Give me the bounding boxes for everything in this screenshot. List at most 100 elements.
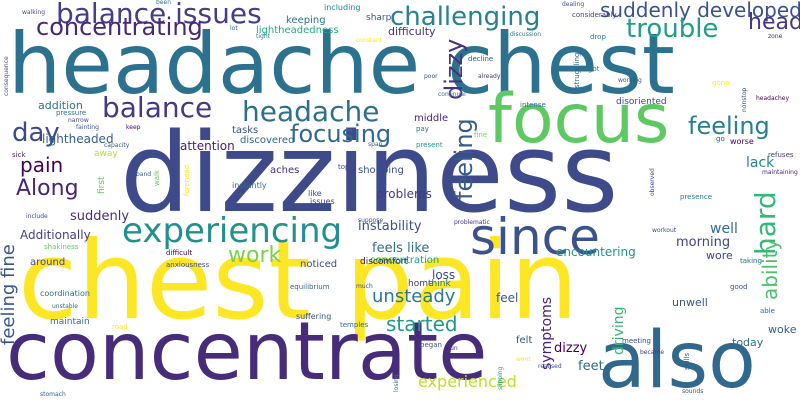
word-lightheadedness: lightheadedness <box>256 25 339 36</box>
word-dizziness: dizziness <box>120 109 619 237</box>
word-include: include <box>26 213 48 220</box>
word-slipping-vertical: slipping <box>497 366 504 390</box>
word-including: including <box>324 3 361 12</box>
word-discussion: discussion <box>510 31 542 38</box>
word-nonstop-vertical: nonstop <box>741 87 748 112</box>
word-fun: fun <box>448 345 458 352</box>
word-balance-issues: balance issues <box>56 0 262 30</box>
word-instability: instability <box>358 219 422 234</box>
word-walk-vertical: walk <box>153 169 161 186</box>
word-decline: decline <box>468 55 494 63</box>
word-ability-vertical: ability <box>758 238 782 300</box>
word-forehead-vertical: forehead <box>183 164 191 196</box>
word-addition: addition <box>38 99 83 112</box>
word-suddenly-developed: suddenly developed <box>600 0 800 22</box>
word-fine: fine <box>474 131 488 139</box>
word-around: around <box>30 257 66 268</box>
word-morning: morning <box>676 235 731 250</box>
word-headachey: headachey <box>756 95 789 102</box>
word-pay: pay <box>416 125 429 133</box>
word-road: road <box>112 323 128 331</box>
word-shakiness: shakiness <box>44 243 79 251</box>
word-issues: issues <box>310 197 335 206</box>
word-sounds: sounds <box>682 388 704 395</box>
word-band: band <box>136 171 152 178</box>
word-symptoms-vertical: symptoms <box>539 296 555 370</box>
word-presence: presence <box>680 193 713 201</box>
word-already: already <box>478 73 501 80</box>
word-struggling-vertical: struggling <box>573 52 581 88</box>
word-became: became <box>640 349 665 356</box>
word-coordination: coordination <box>40 289 90 298</box>
word-shopping: shopping <box>358 165 404 176</box>
word-intense: intense <box>520 101 546 109</box>
word-problematic: problematic <box>454 219 490 226</box>
word-equilibrium: equilibrium <box>290 283 330 291</box>
word-woke: woke <box>768 323 797 336</box>
word-temples: temples <box>340 321 369 329</box>
word-meeting: meeting <box>622 337 652 345</box>
word-capacity: capacity <box>104 142 130 149</box>
word-wore: wore <box>706 249 733 262</box>
word-difficult: difficult <box>166 249 193 257</box>
word-dizzy-small: dizzy <box>554 341 588 356</box>
word-unwell: unwell <box>672 296 708 309</box>
word-feet: feet <box>578 359 604 374</box>
word-went: went <box>516 356 531 363</box>
word-span: span <box>368 141 383 148</box>
word-disoriented: disoriented <box>616 97 667 107</box>
word-feeling-right: feeling <box>688 112 770 140</box>
word-experienced: experienced <box>418 372 517 391</box>
word-lack: lack <box>746 155 775 171</box>
word-worse: worse <box>730 137 754 146</box>
word-keeping: keeping <box>286 15 326 26</box>
word-feeling-fine-vertical: feeling fine <box>0 244 19 345</box>
word-maintain: maintain <box>50 317 90 327</box>
word-along: Along <box>16 176 79 201</box>
word-taking: taking <box>740 257 762 265</box>
word-away: away <box>94 149 118 159</box>
word-much: much <box>356 283 373 290</box>
word-focusing: focusing <box>290 120 392 148</box>
word-discomfort: discomfort <box>360 257 409 267</box>
word-balance: balance <box>102 91 213 124</box>
word-started: started <box>386 312 458 336</box>
word-drop: drop <box>590 33 606 41</box>
word-poor: poor <box>424 73 438 80</box>
word-sharp: sharp <box>366 13 392 23</box>
word-suddenly-left: suddenly <box>70 209 130 224</box>
word-lot: lot <box>230 25 238 32</box>
word-lightheaded: lightheaded <box>42 132 114 146</box>
word-trouble: trouble <box>626 14 719 44</box>
word-loss: loss <box>432 268 456 282</box>
word-suppose: suppose <box>358 217 384 224</box>
word-feels-like: feels like <box>372 241 430 256</box>
word-refuses: refuses <box>768 151 794 159</box>
word-difficulty: difficulty <box>388 25 436 38</box>
word-zone: zone <box>768 33 783 40</box>
word-maintaining: maintaining <box>762 169 798 176</box>
word-present: present <box>416 141 443 149</box>
word-felt: felt <box>516 335 533 346</box>
word-instantly: instantly <box>232 181 267 190</box>
word-unstable: unstable <box>52 303 78 310</box>
word-keep: keep <box>126 124 141 131</box>
word-noticed: noticed <box>300 259 338 270</box>
word-working: working <box>618 77 642 84</box>
word-encountering: encountering <box>556 245 636 259</box>
word-good: good <box>730 283 748 291</box>
word-continual: continual <box>438 91 466 98</box>
word-aches: aches <box>270 165 300 176</box>
word-consequence-vertical: consequence <box>3 56 10 96</box>
word-topic: topic <box>338 163 356 171</box>
word-day: day <box>12 118 60 148</box>
word-today: today <box>732 336 764 349</box>
word-observed-vertical: observed <box>649 168 656 196</box>
word-able: able <box>760 307 775 315</box>
word-chest-pain: chest pain <box>18 219 579 344</box>
word-headache: headache <box>242 95 380 128</box>
word-attention: attention <box>180 139 235 153</box>
word-dealing: dealing <box>562 1 585 8</box>
word-concentrate: concentrate <box>6 305 488 398</box>
